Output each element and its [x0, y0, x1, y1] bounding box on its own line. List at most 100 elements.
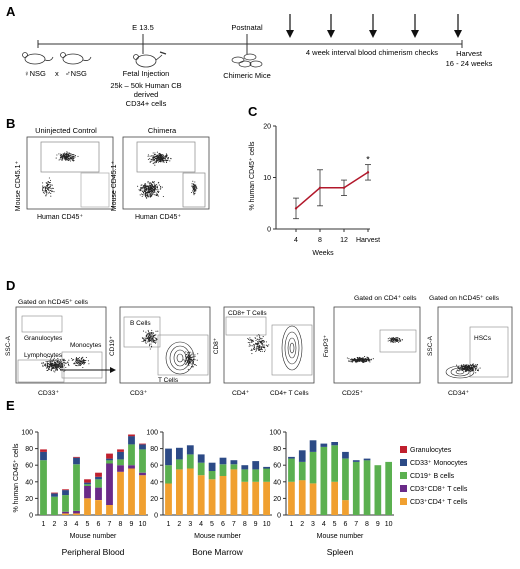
flow-event-dot	[152, 158, 155, 160]
flow-event-dot	[157, 195, 159, 197]
flow-event-dot	[147, 187, 150, 189]
flow-event-dot	[47, 364, 49, 366]
flow-event-dot	[366, 357, 368, 359]
e-bar-segment	[252, 469, 260, 482]
flow-event-dot	[258, 339, 260, 341]
flow-event-dot	[162, 195, 164, 198]
flow-event-dot	[149, 191, 152, 193]
flow-event-dot	[260, 346, 262, 348]
flow-event-dot	[470, 370, 473, 372]
flow-event-dot	[187, 359, 190, 361]
flow-event-dot	[149, 338, 151, 340]
flow-event-dot	[351, 361, 353, 363]
gate-monocytes	[61, 351, 103, 379]
flow-event-dot	[469, 368, 471, 370]
flow-event-dot	[48, 177, 50, 179]
flow-event-dot	[165, 155, 167, 157]
flow-event-dot	[151, 333, 153, 335]
e-legend-label: CD19⁺ B cells	[410, 473, 455, 480]
flow-event-dot	[257, 343, 260, 345]
flow-event-dot	[362, 360, 364, 362]
flow-event-dot	[50, 369, 52, 371]
flow-event-dot	[82, 362, 84, 364]
c-significance-asterisk: *	[366, 155, 370, 165]
flow-event-dot	[394, 341, 396, 343]
flow-event-dot	[65, 158, 67, 160]
flow-event-dot	[263, 344, 265, 346]
e-x-tick-label: 9	[376, 521, 380, 528]
flow-event-dot	[461, 368, 463, 370]
flow-event-dot	[53, 367, 55, 369]
flow-event-dot	[150, 343, 152, 345]
flow-event-dot	[392, 337, 394, 339]
flow-plot-ssc-cd34	[437, 306, 513, 384]
flow-event-dot	[149, 340, 151, 342]
flow-event-dot	[468, 369, 470, 371]
flow-event-dot	[154, 156, 156, 158]
flow-event-dot	[88, 363, 90, 365]
panel-b: B Uninjected Control Chimera Mouse CD45.…	[6, 116, 210, 221]
uninjected-control-title: Uninjected Control	[35, 126, 97, 135]
e-bar-segment	[51, 492, 58, 494]
e-y-tick-label: 80	[273, 446, 281, 453]
flow-event-dot	[258, 346, 260, 349]
flow-event-dot	[146, 336, 148, 338]
flow-event-dot	[146, 197, 148, 199]
e-bar-segment	[95, 472, 102, 477]
flow-event-dot	[157, 159, 159, 161]
flow-event-dot	[148, 186, 150, 188]
flow-event-dot	[186, 357, 188, 359]
flow-event-dot	[46, 367, 48, 369]
flow-event-dot	[58, 159, 60, 161]
flow-event-dot	[157, 161, 160, 163]
e-bar-segment	[106, 458, 113, 461]
flow-event-dot	[52, 358, 54, 360]
e-bar-segment	[165, 483, 172, 515]
flow-event-dot	[259, 349, 261, 351]
flow-event-dot	[192, 356, 194, 358]
flow-event-dot	[253, 345, 255, 347]
flow-event-dot	[465, 371, 467, 373]
flow-dots-d	[41, 329, 481, 374]
flow-event-dot	[83, 361, 85, 363]
flow-event-dot	[193, 184, 195, 186]
e-x-tick-label: 6	[97, 521, 101, 528]
e-x-tick-label: 2	[177, 521, 181, 528]
flow-event-dot	[267, 345, 269, 347]
e-bar-segment	[342, 451, 349, 459]
flow-event-dot	[159, 188, 161, 190]
flow-event-dot	[253, 346, 255, 348]
flow-event-dot	[62, 156, 64, 158]
flow-event-dot	[349, 359, 352, 361]
flow-event-dot	[66, 152, 68, 154]
flow-event-dot	[470, 363, 472, 366]
b-cells-label: B Cells	[130, 320, 151, 327]
flow-event-dot	[194, 363, 196, 366]
e-bar-segment	[197, 454, 205, 463]
flow-event-dot	[255, 339, 257, 342]
flow-event-dot	[62, 359, 64, 361]
flow-event-dot	[248, 345, 250, 347]
flow-event-dot	[187, 354, 189, 357]
gate-mouse-cd45-chimera	[136, 141, 196, 173]
flow-event-dot	[194, 187, 196, 189]
flow-event-dot	[265, 344, 267, 346]
flow-event-dot	[76, 362, 78, 364]
flow-event-dot	[250, 349, 252, 352]
flow-event-dot	[363, 358, 365, 360]
flow-event-dot	[142, 330, 145, 332]
flow-event-dot	[48, 182, 50, 184]
flow-event-dot	[144, 193, 146, 195]
flow-event-dot	[65, 157, 67, 159]
flow-event-dot	[387, 340, 389, 342]
panel-a-letter: A	[6, 4, 16, 19]
e-x-tick-label: 2	[53, 521, 57, 528]
flow-event-dot	[68, 365, 70, 367]
flow-event-dot	[462, 368, 464, 370]
flow-event-dot	[143, 189, 145, 191]
panel-d: D Gated on hCD45⁺ cells Gated on CD4⁺ ce…	[5, 278, 513, 397]
flow-event-dot	[155, 334, 157, 336]
e-bar-segment	[128, 465, 135, 469]
flow-event-dot	[59, 360, 62, 362]
